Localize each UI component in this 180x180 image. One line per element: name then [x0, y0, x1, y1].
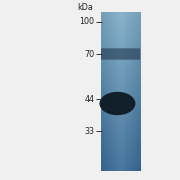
Text: 70: 70	[84, 50, 95, 59]
Ellipse shape	[99, 92, 135, 115]
Text: kDa: kDa	[78, 3, 94, 12]
Text: 44: 44	[84, 94, 95, 103]
Text: 33: 33	[84, 127, 95, 136]
Text: 100: 100	[80, 17, 94, 26]
FancyBboxPatch shape	[101, 48, 140, 60]
